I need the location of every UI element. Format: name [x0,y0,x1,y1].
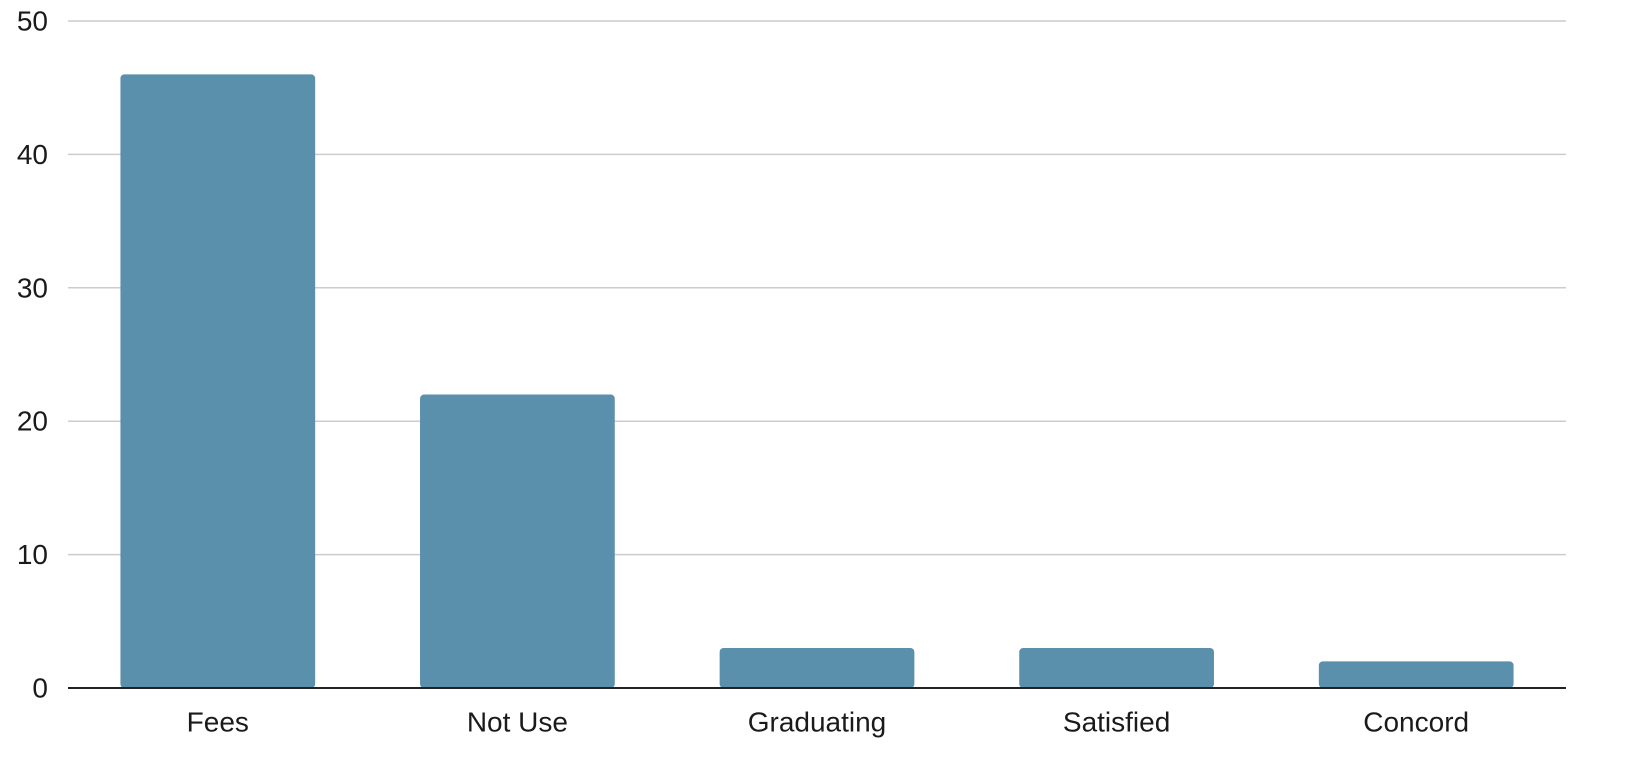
gridlines [68,20,1566,556]
y-tick-label: 0 [32,673,48,704]
bar-fees [120,74,316,689]
y-tick-label: 20 [17,406,48,437]
bars [120,74,1514,689]
x-axis-category-labels: Fees Not Use Graduating Satisfied Concord [187,707,1469,738]
bar-satisfied [1019,647,1214,688]
bar-not-use [420,394,615,688]
y-tick-label: 30 [17,272,48,303]
y-tick-label: 50 [17,6,48,37]
x-category-label: Fees [187,707,249,738]
bar-concord [1318,661,1514,688]
y-tick-label: 40 [17,139,48,170]
x-category-label: Concord [1363,707,1469,738]
x-category-label: Graduating [748,707,887,738]
y-tick-label: 10 [17,539,48,570]
bar-graduating [719,647,915,688]
x-category-label: Not Use [467,707,568,738]
x-category-label: Satisfied [1063,707,1170,738]
y-axis-tick-labels: 0 10 20 30 40 50 [17,6,48,704]
